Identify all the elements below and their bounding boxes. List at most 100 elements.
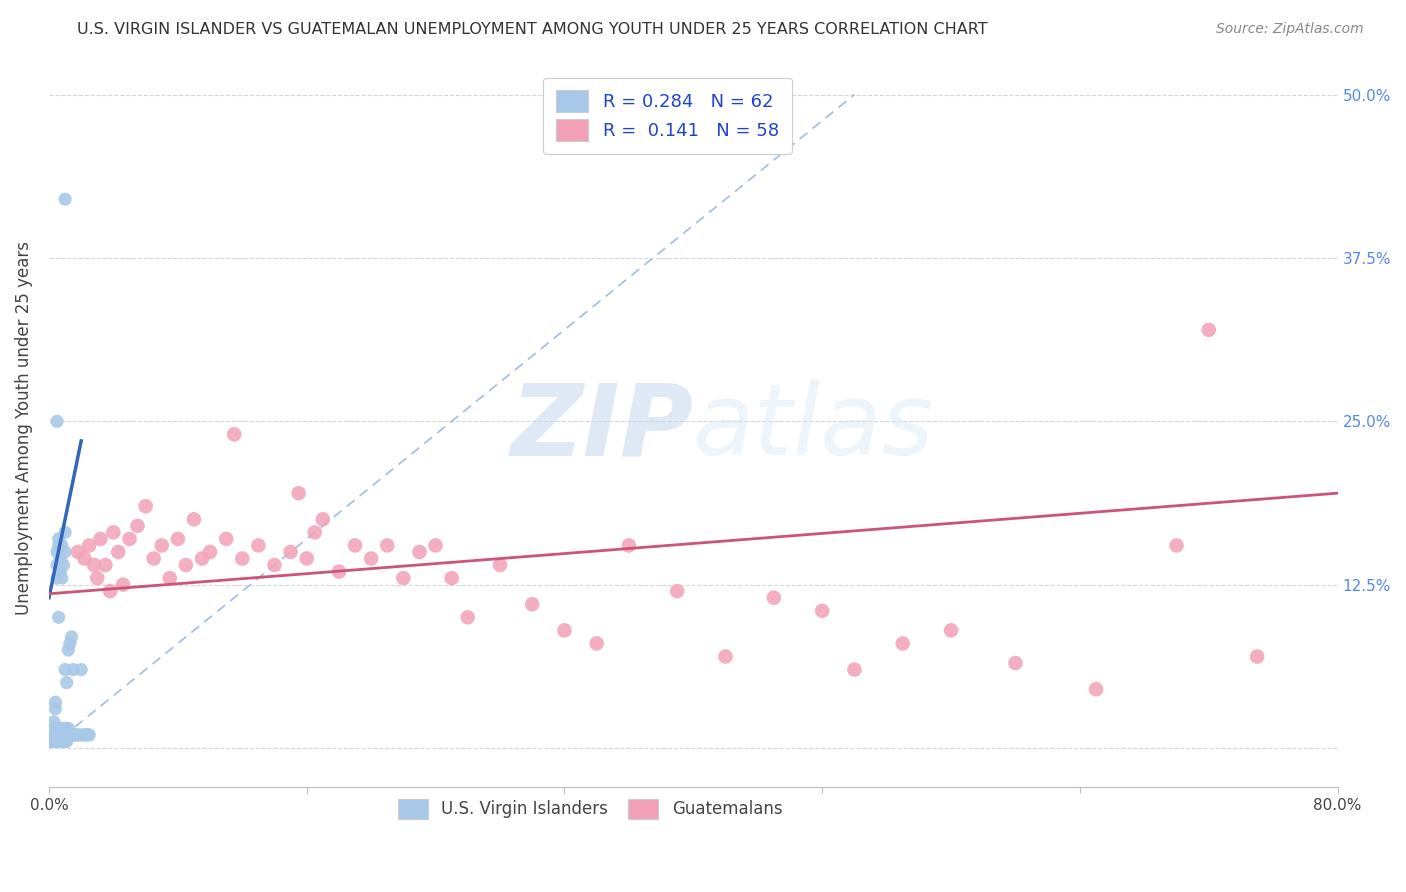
Point [42, 728, 65, 742]
Point [48, 538, 70, 552]
Point [44, 734, 66, 748]
Point [183, 512, 205, 526]
Point [46, 558, 69, 572]
Point [44, 702, 66, 716]
Text: U.S. VIRGIN ISLANDER VS GUATEMALAN UNEMPLOYMENT AMONG YOUTH UNDER 25 YEARS CORRE: U.S. VIRGIN ISLANDER VS GUATEMALAN UNEMP… [77, 22, 988, 37]
Point [553, 624, 575, 638]
Point [83, 558, 105, 572]
Point [112, 577, 135, 591]
Point [280, 545, 302, 559]
Point [174, 558, 197, 572]
Point [457, 610, 479, 624]
Point [58, 728, 80, 742]
Point [247, 538, 270, 552]
Point [714, 649, 737, 664]
Point [52, 728, 75, 742]
Point [44, 728, 66, 742]
Point [76, 728, 98, 742]
Point [94, 558, 117, 572]
Point [58, 722, 80, 736]
Point [159, 571, 181, 585]
Point [118, 532, 141, 546]
Point [55, 675, 77, 690]
Point [48, 532, 70, 546]
Point [142, 551, 165, 566]
Point [46, 725, 69, 739]
Point [392, 571, 415, 585]
Point [107, 545, 129, 559]
Point [73, 728, 96, 742]
Text: ZIP: ZIP [510, 379, 693, 476]
Point [198, 545, 221, 559]
Point [844, 663, 866, 677]
Point [440, 571, 463, 585]
Point [48, 728, 70, 742]
Point [46, 728, 69, 742]
Point [585, 636, 607, 650]
Point [66, 728, 89, 742]
Point [60, 630, 83, 644]
Point [52, 558, 75, 572]
Point [51, 538, 73, 552]
Point [49, 728, 72, 742]
Point [1246, 649, 1268, 664]
Point [215, 532, 238, 546]
Point [224, 427, 246, 442]
Point [522, 597, 544, 611]
Point [1198, 323, 1220, 337]
Point [46, 734, 69, 748]
Legend: U.S. Virgin Islanders, Guatemalans: U.S. Virgin Islanders, Guatemalans [391, 792, 789, 826]
Point [48, 722, 70, 736]
Point [65, 728, 87, 742]
Point [70, 663, 93, 677]
Point [344, 538, 367, 552]
Point [425, 538, 447, 552]
Point [51, 571, 73, 585]
Point [263, 558, 285, 572]
Point [62, 663, 84, 677]
Point [72, 728, 94, 742]
Point [53, 728, 76, 742]
Point [166, 532, 188, 546]
Point [63, 728, 86, 742]
Point [53, 722, 76, 736]
Point [49, 551, 72, 566]
Point [98, 584, 121, 599]
Point [617, 538, 640, 552]
Point [42, 722, 65, 736]
Point [86, 571, 108, 585]
Point [77, 538, 100, 552]
Point [295, 551, 318, 566]
Y-axis label: Unemployment Among Youth under 25 years: Unemployment Among Youth under 25 years [15, 241, 32, 615]
Point [360, 551, 382, 566]
Text: Source: ZipAtlas.com: Source: ZipAtlas.com [1216, 22, 1364, 37]
Point [762, 591, 785, 605]
Point [231, 551, 253, 566]
Point [55, 734, 77, 748]
Point [59, 636, 82, 650]
Point [51, 728, 73, 742]
Point [103, 525, 125, 540]
Point [89, 532, 111, 546]
Point [46, 571, 69, 585]
Point [49, 565, 72, 579]
Point [1004, 656, 1026, 670]
Point [489, 558, 512, 572]
Point [127, 519, 149, 533]
Point [59, 728, 82, 742]
Point [44, 695, 66, 709]
Point [328, 565, 350, 579]
Point [53, 734, 76, 748]
Point [75, 728, 97, 742]
Point [135, 500, 157, 514]
Point [49, 722, 72, 736]
Point [41, 734, 63, 748]
Point [73, 551, 96, 566]
Point [939, 624, 962, 638]
Point [51, 734, 73, 748]
Point [53, 192, 76, 206]
Point [48, 610, 70, 624]
Point [66, 545, 89, 559]
Point [811, 604, 834, 618]
Point [53, 545, 76, 559]
